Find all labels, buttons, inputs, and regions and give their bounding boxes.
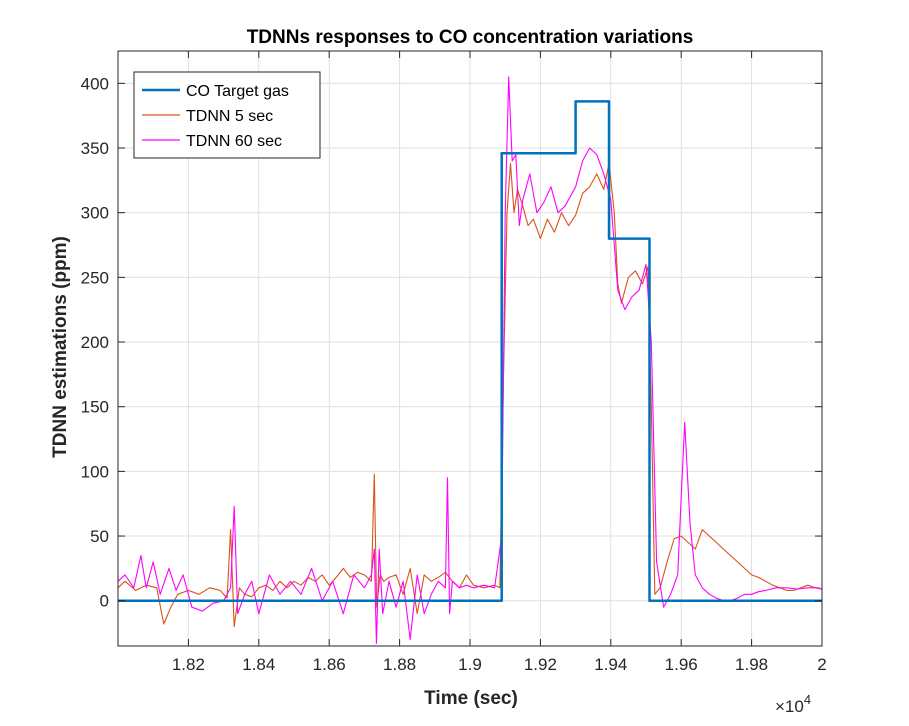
axis-ticks: [118, 51, 823, 646]
legend-label-tdnn-5-sec: TDNN 5 sec: [186, 108, 273, 125]
x-tick-label: 1.82: [172, 655, 205, 674]
grid-lines: [118, 51, 823, 646]
x-tick-label: 1.86: [313, 655, 346, 674]
y-axis-label: TDNN estimations (ppm): [50, 236, 71, 458]
x-axis-exponent-power: 4: [804, 692, 811, 707]
y-tick-label: 350: [81, 139, 109, 158]
x-axis-exponent-base: ×10: [775, 697, 804, 716]
x-tick-label: 1.96: [665, 655, 698, 674]
y-tick-label: 250: [81, 268, 109, 287]
x-tick-label: 1.84: [242, 655, 275, 674]
y-tick-label: 200: [81, 333, 109, 352]
y-tick-label: 300: [81, 204, 109, 223]
x-tick-label: 1.94: [594, 655, 627, 674]
x-tick-labels: 1.82 1.84 1.86 1.88 1.9 1.92 1.94 1.96 1.98 2: [172, 655, 827, 674]
x-axis-exponent: ×104: [775, 692, 811, 716]
x-axis-label: Time (sec): [424, 688, 518, 709]
x-tick-label: 1.98: [735, 655, 768, 674]
series-line-co-target-gas: [118, 100, 822, 602]
y-tick-label: 50: [90, 527, 109, 546]
y-tick-label: 400: [81, 74, 109, 93]
y-tick-label: 150: [81, 398, 109, 417]
legend-label-co-target-gas: CO Target gas: [186, 83, 289, 100]
legend: CO Target gas TDNN 5 sec TDNN 60 sec: [133, 71, 321, 159]
y-tick-label: 0: [100, 592, 109, 611]
legend-label-tdnn-60-sec: TDNN 60 sec: [186, 133, 282, 150]
x-tick-label: 1.88: [383, 655, 416, 674]
x-tick-label: 1.92: [524, 655, 557, 674]
y-tick-labels: 0 50 100 150 200 250 300 350 400: [81, 74, 109, 610]
chart-title: TDNNs responses to CO concentration vari…: [247, 27, 694, 48]
x-tick-label: 2: [817, 655, 826, 674]
x-tick-label: 1.9: [458, 655, 482, 674]
y-tick-label: 100: [81, 462, 109, 481]
series-layer: [118, 76, 822, 644]
